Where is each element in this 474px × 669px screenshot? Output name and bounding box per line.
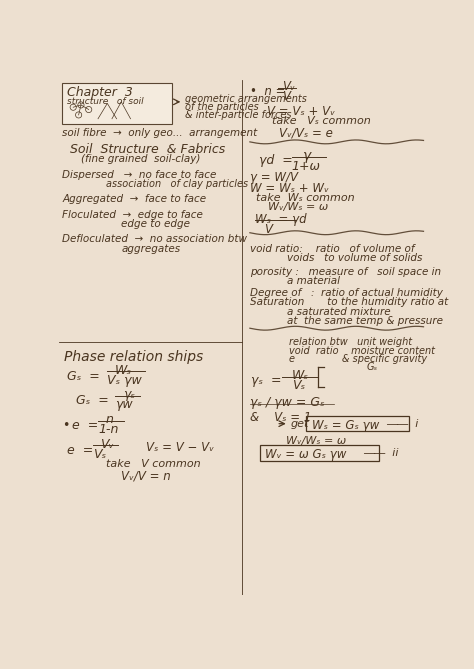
- Text: ――  ii: ―― ii: [363, 448, 399, 458]
- Text: V: V: [283, 90, 291, 103]
- Text: •  n =: • n =: [250, 85, 285, 98]
- Text: Vᵥ: Vᵥ: [100, 438, 113, 450]
- Text: structure   of soil: structure of soil: [67, 97, 144, 106]
- Text: Wᵥ = ω Gₛ γw: Wᵥ = ω Gₛ γw: [265, 448, 347, 462]
- Text: relation btw   unit weight: relation btw unit weight: [289, 337, 412, 347]
- Text: & inter-particle forces: & inter-particle forces: [185, 110, 292, 120]
- Text: •: •: [63, 419, 70, 432]
- Text: ――  i: ―― i: [386, 419, 419, 429]
- Text: 1-n: 1-n: [98, 423, 118, 436]
- Text: γₛ: γₛ: [123, 388, 135, 401]
- Text: Chapter  3: Chapter 3: [67, 86, 133, 98]
- Text: void  ratio    moisture content: void ratio moisture content: [289, 346, 435, 356]
- Text: W = Wₛ + Wᵥ: W = Wₛ + Wᵥ: [250, 182, 329, 195]
- Text: 1+ω: 1+ω: [292, 161, 321, 173]
- Text: soil fibre  →  only geo...  arrangement: soil fibre → only geo... arrangement: [63, 128, 257, 138]
- Text: a saturated mixture: a saturated mixture: [287, 306, 391, 316]
- Text: Wₛ: Wₛ: [292, 369, 309, 382]
- Text: of the particles: of the particles: [185, 102, 258, 112]
- Text: edge to edge: edge to edge: [121, 219, 190, 229]
- Text: (fine grained  soil-clay): (fine grained soil-clay): [81, 154, 201, 164]
- Text: V: V: [264, 223, 272, 235]
- Text: Wₛ: Wₛ: [115, 364, 132, 377]
- Text: Defloculated  →  no association btw: Defloculated → no association btw: [63, 234, 247, 244]
- Text: geometric arrangements: geometric arrangements: [185, 94, 307, 104]
- Text: γw: γw: [115, 398, 133, 411]
- Text: voids   to volume of solids: voids to volume of solids: [287, 253, 422, 263]
- Text: γₛ / γw = Gₛ: γₛ / γw = Gₛ: [250, 396, 325, 409]
- Text: Soil  Structure  & Fabrics: Soil Structure & Fabrics: [70, 143, 225, 157]
- Text: V = Vₛ + Vᵥ: V = Vₛ + Vᵥ: [267, 105, 335, 118]
- Text: Wₛ = Gₛ γw: Wₛ = Gₛ γw: [312, 419, 379, 432]
- Text: Gₛ  =: Gₛ =: [67, 370, 100, 383]
- Text: e  =: e =: [72, 419, 98, 432]
- Text: e               & specific gravity: e & specific gravity: [289, 355, 427, 365]
- Text: Vₛ = V − Vᵥ: Vₛ = V − Vᵥ: [146, 441, 214, 454]
- Text: Dispersed   →  no face to face: Dispersed → no face to face: [63, 170, 217, 179]
- Text: Vₛ: Vₛ: [93, 448, 107, 460]
- FancyBboxPatch shape: [62, 82, 172, 124]
- Text: Phase relation ships: Phase relation ships: [64, 350, 203, 364]
- Text: aggregates: aggregates: [121, 244, 181, 254]
- Text: at  the same temp & pressure: at the same temp & pressure: [287, 316, 443, 326]
- Text: porosity :   measure of   soil space in: porosity : measure of soil space in: [250, 267, 441, 276]
- Text: γd  =: γd =: [259, 154, 293, 167]
- Text: Wᵥ/Wₛ = ω: Wᵥ/Wₛ = ω: [285, 436, 346, 446]
- Text: a material: a material: [287, 276, 340, 286]
- Text: Gₛ  =: Gₛ =: [76, 395, 109, 407]
- Text: Vᵥ: Vᵥ: [283, 80, 295, 93]
- Text: γ: γ: [302, 149, 311, 163]
- Text: Vᵥ/Vₛ = e: Vᵥ/Vₛ = e: [279, 126, 333, 139]
- Text: take  Wₛ common: take Wₛ common: [256, 193, 355, 203]
- Text: take   V common: take V common: [106, 459, 201, 469]
- Text: get: get: [290, 419, 309, 429]
- Text: void ratio:    ratio   of volume of: void ratio: ratio of volume of: [250, 244, 414, 254]
- Text: Gₛ: Gₛ: [366, 362, 377, 372]
- Text: Wᵥ/Wₛ = ω: Wᵥ/Wₛ = ω: [268, 202, 329, 212]
- Text: n: n: [106, 413, 114, 426]
- FancyBboxPatch shape: [260, 446, 379, 461]
- Text: Vₛ γw: Vₛ γw: [107, 374, 142, 387]
- Text: Wₛ  = γd: Wₛ = γd: [255, 213, 306, 225]
- Text: Floculated  →  edge to face: Floculated → edge to face: [63, 209, 203, 219]
- Text: Saturation       to the humidity ratio at: Saturation to the humidity ratio at: [250, 298, 448, 308]
- Text: &    Vₛ = 1: & Vₛ = 1: [250, 411, 311, 424]
- Text: association   of clay particles: association of clay particles: [106, 179, 248, 189]
- Text: γₛ  =: γₛ =: [251, 375, 282, 387]
- Text: Vₛ: Vₛ: [292, 379, 305, 392]
- Text: Degree of   :  ratio of actual humidity: Degree of : ratio of actual humidity: [250, 288, 443, 298]
- Text: Aggregated  →  face to face: Aggregated → face to face: [63, 194, 207, 204]
- Text: Vᵥ/V = n: Vᵥ/V = n: [121, 470, 171, 483]
- Text: γ = W/V: γ = W/V: [250, 171, 298, 184]
- Text: e  =: e =: [67, 444, 93, 457]
- FancyBboxPatch shape: [307, 416, 409, 432]
- Text: take   Vₛ common: take Vₛ common: [272, 116, 370, 126]
